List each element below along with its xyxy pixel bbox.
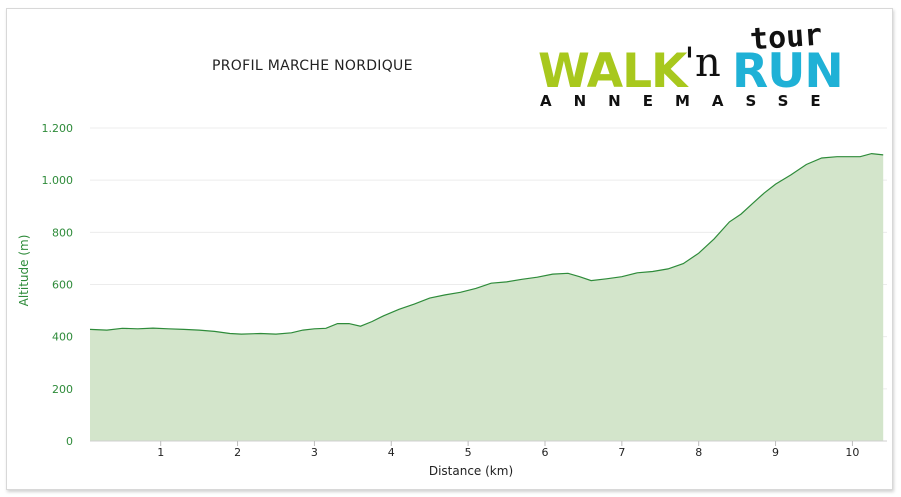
x-tick-label: 2 <box>234 446 241 459</box>
y-tick-label: 1.000 <box>42 174 74 187</box>
chart-title: PROFIL MARCHE NORDIQUE <box>212 58 413 74</box>
x-tick-label: 7 <box>618 446 625 459</box>
y-tick-label: 600 <box>52 279 73 292</box>
logo-walk-text: WALK <box>538 44 687 99</box>
x-tick-label: 9 <box>772 446 779 459</box>
x-tick-label: 8 <box>695 446 702 459</box>
elevation-line <box>89 152 884 335</box>
y-tick-label: 400 <box>52 331 73 344</box>
elevation-area <box>90 153 884 441</box>
logo-n-text: 'n <box>684 40 721 86</box>
x-tick-label: 1 <box>157 446 164 459</box>
y-tick-label: 0 <box>66 435 73 448</box>
y-axis-ticks: 0 200 400 600 800 1.000 1.200 <box>42 122 74 448</box>
area-layer <box>89 152 887 442</box>
y-tick-label: 1.200 <box>42 122 74 135</box>
y-axis-title: Altitude (m) <box>17 235 31 307</box>
x-tick-label: 10 <box>845 446 859 459</box>
x-tick-label: 3 <box>311 446 318 459</box>
x-tick-label: 4 <box>388 446 395 459</box>
x-axis-ticks: 1 2 3 4 5 6 7 8 9 10 <box>157 441 859 459</box>
x-axis-title: Distance (km) <box>429 464 513 478</box>
logo-run-text: RUN <box>732 44 844 99</box>
y-tick-label: 200 <box>52 383 73 396</box>
walk-n-run-logo: WALK 'n RUN tour ANNEMASSE <box>536 18 846 116</box>
logo-city-text: ANNEMASSE <box>540 92 843 110</box>
x-tick-label: 6 <box>541 446 548 459</box>
y-tick-label: 800 <box>52 226 73 239</box>
x-tick-label: 5 <box>465 446 472 459</box>
